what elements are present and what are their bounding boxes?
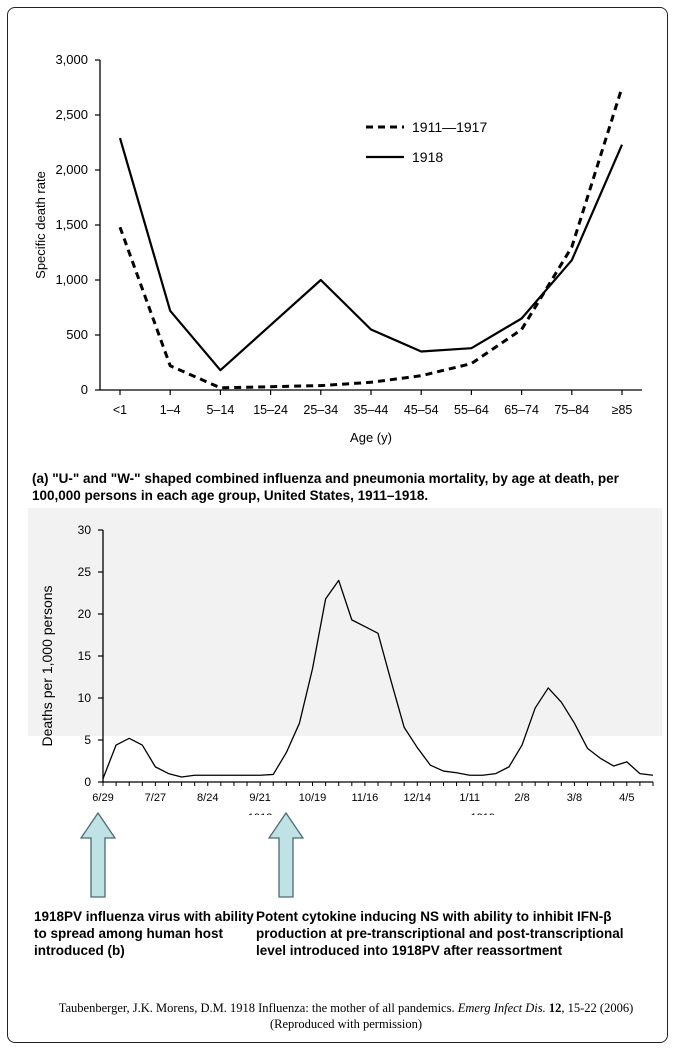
citation-journal: Emerg Infect Dis. (457, 1001, 546, 1015)
y-tick-label: 1,000 (55, 272, 88, 287)
x-tick-label: 15–24 (253, 403, 288, 417)
y-tick-label: 25 (78, 565, 92, 579)
x-tick-label: 4/5 (619, 792, 634, 804)
chart-b-background (28, 508, 662, 736)
y-tick-label: 2,000 (55, 162, 88, 177)
chart-a-legend: 1911—1917 1918 (366, 119, 487, 165)
year-label: 1919 (471, 812, 495, 815)
citation-authors: Taubenberger, J.K. Morens, D.M. 1918 Inf… (58, 1001, 455, 1015)
year-label: 1918 (248, 812, 272, 815)
chart-b-year-labels: 1918 1919 (248, 812, 495, 815)
chart-b-y-ticks: 0 5 10 15 20 25 30 (78, 523, 103, 789)
chart-a-x-axis-label: Age (y) (350, 430, 392, 445)
y-tick-label: 30 (78, 523, 92, 537)
chart-b-series (102, 579, 654, 779)
citation-pages: 15-22 (2006) (Reproduced with permission… (269, 1001, 634, 1031)
legend-label: 1918 (412, 149, 443, 165)
x-tick-label: 45–54 (404, 403, 439, 417)
y-tick-label: 1,500 (55, 217, 88, 232)
chart-a-axes (99, 60, 642, 391)
x-tick-label: 1/11 (459, 792, 480, 804)
x-tick-label: 5–14 (206, 403, 234, 417)
y-tick-label: 20 (78, 607, 92, 621)
y-tick-label: 500 (66, 327, 88, 342)
y-tick-label: 15 (78, 649, 92, 663)
chart-b-weekly-deaths: 0 5 10 15 20 25 30 6/29 7/27 8/24 9/21 10/19 11/16 1… (39, 523, 654, 815)
chart-a-age-mortality: 0 500 1,000 1,500 2,000 2,500 3,000 <1 1–4 5–14 1… (33, 52, 642, 445)
y-tick-label: 2,500 (55, 107, 88, 122)
citation-volume: 12 (548, 1001, 562, 1015)
x-tick-label: 35–44 (354, 403, 389, 417)
x-tick-label: 7/27 (145, 792, 166, 804)
x-tick-label: 9/21 (249, 792, 270, 804)
chart-a-y-axis-label: Specific death rate (33, 171, 48, 279)
up-arrow-icon (268, 812, 304, 898)
x-tick-label: 65–74 (504, 403, 539, 417)
x-tick-label: <1 (113, 403, 127, 417)
chart-b-y-axis-label: Deaths per 1,000 persons (39, 585, 55, 746)
y-tick-label: 3,000 (55, 52, 88, 67)
y-tick-label: 0 (81, 382, 88, 397)
chart-a-y-ticks: 0 500 1,000 1,500 2,000 2,500 3,000 (55, 52, 100, 397)
annotation-ns-reassortment: Potent cytokine inducing NS with ability… (256, 909, 624, 958)
figure-frame (7, 7, 668, 1043)
x-tick-label: 6/29 (92, 792, 113, 804)
series-line-1918 (118, 137, 624, 372)
x-tick-label: 10/19 (299, 792, 327, 804)
up-arrow-icon (80, 812, 116, 898)
y-tick-label: 0 (84, 775, 91, 789)
x-tick-label: 2/8 (514, 792, 529, 804)
chart-a-x-ticks: <1 1–4 5–14 15–24 25–34 35–44 45–54 55–64 65–74 7… (113, 390, 633, 417)
chart-b-x-ticks: 6/29 7/27 8/24 9/21 10/19 11/16 12/14 1/11 2/8 3/… (92, 782, 654, 804)
legend-label: 1911—1917 (412, 119, 487, 135)
x-tick-label: 3/8 (567, 792, 582, 804)
caption-a: (a) "U-" and "W-" shaped combined influe… (32, 471, 619, 503)
x-tick-label: 1–4 (160, 403, 181, 417)
series-line-1911—1917 (118, 87, 624, 390)
x-tick-label: 25–34 (303, 403, 338, 417)
chart-b-axes (102, 530, 653, 783)
y-tick-label: 10 (78, 691, 92, 705)
x-tick-label: ≥85 (612, 403, 633, 417)
x-tick-label: 55–64 (454, 403, 489, 417)
citation: Taubenberger, J.K. Morens, D.M. 1918 Inf… (58, 1001, 634, 1031)
x-tick-label: 11/16 (352, 792, 379, 804)
series-line-weekly-deaths (102, 579, 654, 779)
x-tick-label: 75–84 (554, 403, 589, 417)
y-tick-label: 5 (84, 733, 91, 747)
chart-a-series (118, 87, 624, 390)
annotation-1918pv-introduced: 1918PV influenza virus with ability to s… (34, 909, 254, 958)
x-tick-label: 12/14 (404, 792, 432, 804)
x-tick-label: 8/24 (197, 792, 218, 804)
